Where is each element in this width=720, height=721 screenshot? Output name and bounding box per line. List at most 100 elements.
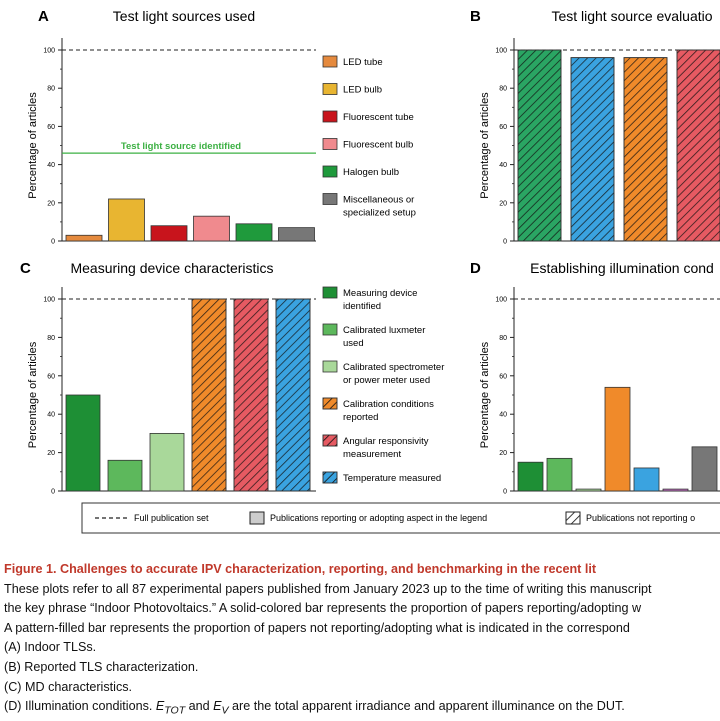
legend-label-line: reported (343, 412, 378, 423)
caption-line: (B) Reported TLS characterization. (4, 659, 199, 674)
y-tick-label: 20 (47, 450, 55, 457)
legend-label: Calibration conditions reported (343, 399, 434, 423)
y-tick-label: 60 (47, 124, 55, 131)
threshold-label: Test light source identified (121, 141, 241, 152)
y-tick-label: 80 (499, 86, 507, 93)
panel-letter: B (470, 8, 481, 25)
chart-panel-b: B Test light source evaluatio Percentage o… (470, 8, 720, 246)
y-tick-label: 0 (503, 239, 507, 246)
bar (235, 223, 273, 242)
legend-label: Calibrated spectrometer or power meter us… (343, 362, 444, 386)
bar (546, 457, 573, 492)
caption-last-prefix: (D) Illumination conditions. (4, 699, 156, 714)
bar (691, 446, 718, 492)
legend-label-line: identified (343, 301, 381, 312)
bar (662, 488, 689, 492)
y-tick-label: 40 (499, 412, 507, 419)
y-tick-label: 60 (47, 373, 55, 380)
y-tick-label: 0 (503, 489, 507, 496)
legend-hatched-swatch (565, 511, 581, 525)
bar (575, 488, 602, 492)
bar-hatch-overlay (676, 49, 720, 242)
bar-hatch-overlay (233, 298, 269, 492)
legend-label: Calibrated luxmeter used (343, 325, 425, 349)
bar (107, 459, 143, 492)
y-tick-label: 0 (51, 239, 55, 246)
figure-caption: Figure 1. Challenges to accurate IPV cha… (4, 560, 720, 721)
etot-symbol: E (155, 699, 165, 714)
legend-label: Measuring device identified (343, 288, 417, 312)
panel-letter: D (470, 260, 481, 277)
bar (517, 461, 544, 492)
bar (108, 198, 145, 242)
legend-swatch (322, 193, 338, 205)
legend-label-line: used (343, 338, 364, 349)
legend-swatch (322, 110, 338, 123)
y-axis-label: Percentage of articles (27, 92, 39, 199)
bar-hatch-overlay (623, 57, 668, 242)
caption-title: Figure 1. Challenges to accurate IPV cha… (4, 562, 597, 576)
legend-label-line: Miscellaneous or (343, 195, 414, 206)
bar (193, 215, 230, 242)
bar-hatch-overlay (275, 298, 311, 492)
legend-label: Fluorescent tube (343, 112, 414, 123)
caption-and: and (185, 699, 214, 714)
legend-not-reporting-label: Publications not reporting o (586, 513, 695, 523)
y-tick-label: 40 (499, 162, 507, 169)
bar (65, 234, 103, 242)
bottom-legend: Full publication set Publications report… (81, 502, 720, 534)
y-tick-label: 20 (499, 450, 507, 457)
y-tick-label: 100 (495, 297, 507, 304)
legend-swatch-hatch (322, 434, 338, 447)
caption-line-last: (D) Illumination conditions. ETOT and EV… (4, 697, 720, 721)
y-tick-label: 20 (499, 200, 507, 207)
legend-full-set-label: Full publication set (134, 513, 209, 523)
figure-panels: A Test light sources used Percentage of ar… (20, 8, 720, 534)
panel-title: Establishing illumination cond (530, 260, 714, 276)
legend-label-line: Temperature measured (343, 473, 441, 484)
y-tick-label: 100 (43, 297, 55, 304)
bar (633, 467, 660, 492)
y-axis-label: Percentage of articles (479, 341, 491, 448)
panel-title: Measuring device characteristics (70, 260, 273, 276)
legend-label-line: Angular responsivity (343, 436, 429, 447)
y-tick-label: 40 (47, 412, 55, 419)
caption-line: the key phrase “Indoor Photovoltaics.” A… (4, 601, 642, 616)
bar (278, 227, 315, 242)
y-tick-label: 0 (51, 489, 55, 496)
y-tick-label: 20 (47, 200, 55, 207)
y-tick-label: 40 (47, 162, 55, 169)
legend-swatch-hatch (322, 397, 338, 410)
legend-label-line: Calibration conditions (343, 399, 434, 410)
y-tick-label: 80 (499, 335, 507, 342)
bar-hatch-overlay (517, 49, 562, 242)
legend-label-line: Calibrated luxmeter (343, 325, 425, 336)
legend-label-line: Fluorescent bulb (343, 140, 413, 151)
legend-solid-swatch (249, 511, 265, 525)
etot-subscript: TOT (164, 704, 186, 717)
legend-swatch (322, 323, 338, 336)
legend-label: Miscellaneous or specialized setup (343, 195, 416, 219)
legend-swatch (322, 165, 338, 178)
legend-label-line: Fluorescent tube (343, 112, 414, 123)
caption-line: These plots refer to all 87 experimental… (4, 581, 652, 596)
bar (65, 394, 101, 492)
caption-last-suffix: are the total apparent irradiance and ap… (228, 699, 625, 714)
y-axis-label: Percentage of articles (27, 341, 39, 448)
bar (604, 386, 631, 492)
panel-title: Test light sources used (113, 8, 255, 24)
legend-label: LED bulb (343, 85, 382, 96)
panel-title: Test light source evaluatio (551, 8, 712, 24)
legend-label-line: or power meter used (343, 375, 430, 386)
bar-hatch-overlay (191, 298, 227, 492)
legend-swatch (322, 138, 338, 150)
bar-hatch-overlay (570, 57, 615, 242)
panel-letter: A (38, 8, 49, 25)
legend-swatch (322, 83, 338, 95)
legend-label: LED tube (343, 57, 383, 68)
legend-label-line: specialized setup (343, 208, 416, 219)
y-tick-label: 100 (495, 48, 507, 55)
legend-label-line: measurement (343, 449, 401, 460)
legend-label: Halogen bulb (343, 167, 399, 178)
y-tick-label: 100 (43, 48, 55, 55)
